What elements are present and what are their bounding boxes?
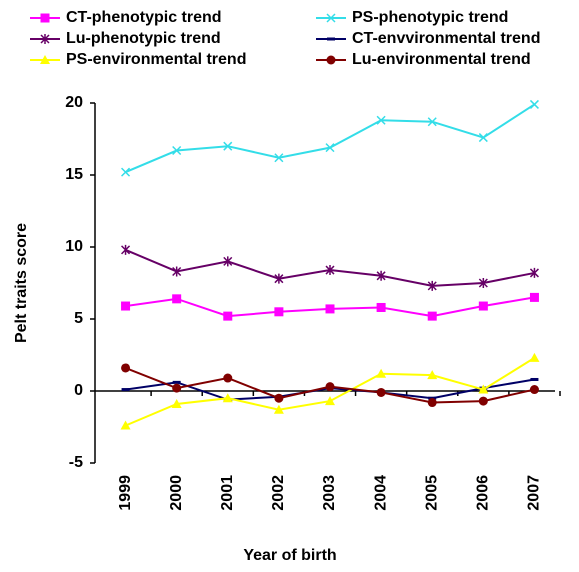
legend-item: Lu-environmental trend	[316, 51, 531, 68]
marker	[223, 141, 233, 151]
marker	[274, 273, 284, 284]
marker	[326, 55, 336, 65]
marker	[529, 352, 540, 362]
marker	[478, 384, 489, 394]
marker	[427, 398, 437, 408]
marker	[529, 292, 539, 302]
marker	[478, 396, 488, 406]
marker	[274, 307, 284, 317]
marker	[325, 382, 335, 392]
marker	[427, 370, 438, 380]
marker	[121, 167, 131, 177]
marker	[427, 311, 437, 321]
x-tick-label: 2002	[270, 475, 287, 511]
marker	[529, 99, 539, 109]
legend-item: Lu-phenotypic trend	[30, 30, 221, 47]
x-tick-label: 2000	[168, 475, 185, 511]
marker	[376, 302, 386, 312]
marker	[121, 363, 131, 373]
x-axis-label: Year of birth	[243, 547, 336, 564]
marker	[325, 396, 335, 406]
x-tick-label: 2001	[219, 475, 236, 511]
marker	[376, 270, 386, 281]
legend-item: PS-phenotypic trend	[316, 9, 508, 26]
marker	[478, 278, 488, 288]
marker	[478, 301, 488, 311]
legend-label: CT-envvironmental trend	[352, 30, 540, 47]
marker	[529, 385, 539, 395]
y-tick-label: 10	[65, 238, 83, 255]
x-tick-label: 1999	[117, 475, 134, 511]
y-tick-label: 5	[74, 310, 83, 327]
y-tick-label: 20	[65, 94, 83, 111]
marker	[40, 34, 50, 44]
marker	[274, 393, 284, 403]
marker	[223, 373, 233, 383]
marker	[223, 311, 233, 321]
legend-label: CT-phenotypic trend	[66, 9, 222, 26]
marker	[376, 387, 386, 397]
series	[120, 352, 540, 430]
marker	[274, 153, 284, 163]
y-tick-label: -5	[69, 454, 83, 471]
marker	[171, 398, 182, 408]
legend-label: Lu-phenotypic trend	[66, 30, 221, 47]
marker	[529, 267, 539, 278]
marker	[222, 393, 233, 403]
marker	[427, 280, 437, 291]
marker	[326, 13, 336, 23]
marker	[223, 256, 233, 267]
x-tick-label: 2006	[475, 475, 492, 511]
marker	[172, 294, 182, 304]
series	[121, 99, 539, 177]
legend-item: PS-environmental trend	[30, 51, 246, 68]
marker	[478, 133, 488, 143]
marker	[427, 117, 437, 127]
marker	[376, 368, 387, 378]
y-tick-label: 0	[74, 382, 83, 399]
x-tick-label: 2003	[321, 475, 338, 511]
marker	[325, 265, 335, 276]
series	[121, 292, 539, 321]
marker	[40, 13, 50, 23]
marker	[120, 420, 131, 430]
y-tick-label: 15	[65, 166, 83, 183]
marker	[121, 301, 131, 311]
legend-item: CT-phenotypic trend	[30, 9, 222, 26]
marker	[376, 115, 386, 125]
legend-label: Lu-environmental trend	[352, 51, 531, 68]
x-tick-label: 2004	[372, 475, 389, 511]
y-axis-label: Pelt traits score	[13, 223, 30, 343]
legend-label: PS-phenotypic trend	[352, 9, 508, 26]
series	[121, 363, 539, 408]
line	[125, 103, 535, 174]
x-tick-label: 2005	[423, 475, 440, 511]
marker	[325, 304, 335, 314]
marker	[121, 244, 131, 255]
legend-label: PS-environmental trend	[66, 51, 246, 68]
marker	[172, 145, 182, 156]
legend-item: CT-envvironmental trend	[316, 30, 540, 47]
marker	[273, 404, 284, 414]
marker	[172, 383, 182, 393]
x-tick-label: 2007	[526, 475, 543, 511]
series	[121, 244, 539, 291]
marker	[325, 143, 335, 153]
marker	[172, 266, 182, 277]
marker	[40, 55, 50, 64]
